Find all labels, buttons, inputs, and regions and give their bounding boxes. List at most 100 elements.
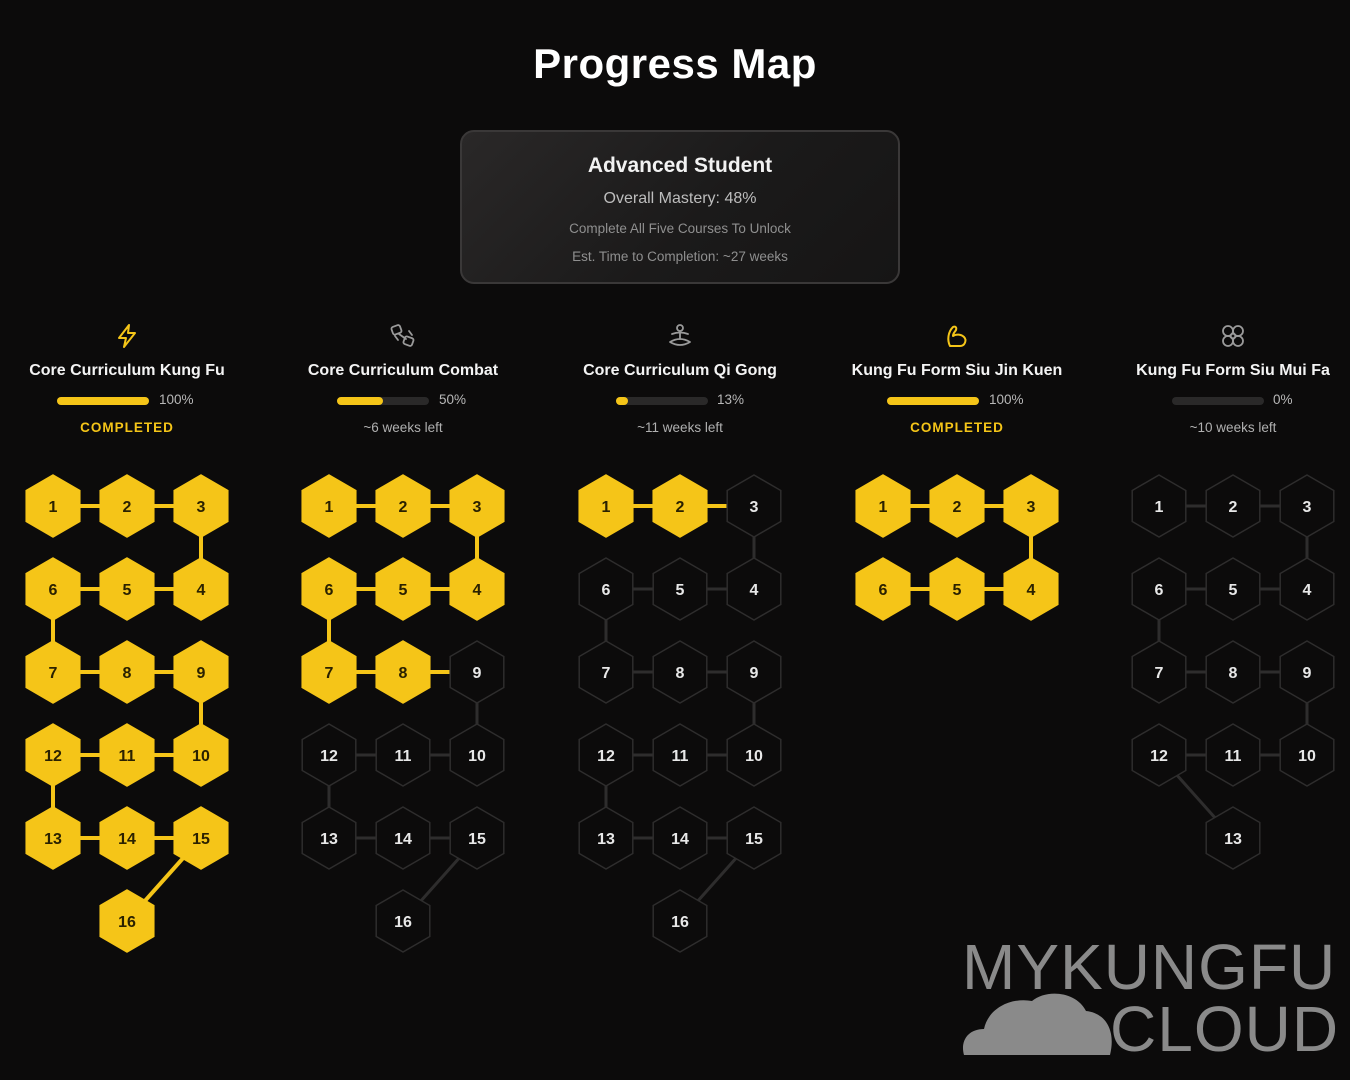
hexagon-shape	[1279, 723, 1335, 787]
course-status: COMPLETED	[80, 420, 174, 435]
lesson-node-15[interactable]: 15	[173, 806, 229, 870]
lesson-node-8[interactable]: 8	[1205, 640, 1261, 704]
lesson-node-3[interactable]: 3	[1003, 474, 1059, 538]
lesson-node-9[interactable]: 9	[449, 640, 505, 704]
lesson-node-14[interactable]: 14	[99, 806, 155, 870]
lesson-node-8[interactable]: 8	[652, 640, 708, 704]
hexagon-shape	[652, 723, 708, 787]
lesson-node-1[interactable]: 1	[578, 474, 634, 538]
lesson-number: 14	[118, 831, 136, 848]
lesson-node-10[interactable]: 10	[726, 723, 782, 787]
hexagon-shape	[99, 557, 155, 621]
hexagon-shape	[1279, 557, 1335, 621]
lesson-node-13[interactable]: 13	[25, 806, 81, 870]
lesson-node-11[interactable]: 11	[375, 723, 431, 787]
lesson-node-3[interactable]: 3	[726, 474, 782, 538]
lesson-node-9[interactable]: 9	[726, 640, 782, 704]
lesson-node-8[interactable]: 8	[99, 640, 155, 704]
lesson-node-16[interactable]: 16	[375, 889, 431, 953]
lesson-node-13[interactable]: 13	[578, 806, 634, 870]
lesson-node-5[interactable]: 5	[652, 557, 708, 621]
lesson-node-2[interactable]: 2	[929, 474, 985, 538]
lesson-node-1[interactable]: 1	[855, 474, 911, 538]
hexagon-shape	[25, 723, 81, 787]
lesson-node-1[interactable]: 1	[1131, 474, 1187, 538]
lesson-node-15[interactable]: 15	[449, 806, 505, 870]
lesson-node-3[interactable]: 3	[173, 474, 229, 538]
lesson-node-8[interactable]: 8	[375, 640, 431, 704]
lesson-node-10[interactable]: 10	[1279, 723, 1335, 787]
hexagon-shape	[1205, 640, 1261, 704]
hexagon-shape	[929, 557, 985, 621]
lesson-node-1[interactable]: 1	[25, 474, 81, 538]
lesson-node-4[interactable]: 4	[1279, 557, 1335, 621]
lesson-node-9[interactable]: 9	[1279, 640, 1335, 704]
lesson-node-6[interactable]: 6	[25, 557, 81, 621]
lesson-node-12[interactable]: 12	[578, 723, 634, 787]
lesson-node-2[interactable]: 2	[1205, 474, 1261, 538]
lesson-node-5[interactable]: 5	[1205, 557, 1261, 621]
lesson-node-7[interactable]: 7	[1131, 640, 1187, 704]
lesson-node-6[interactable]: 6	[1131, 557, 1187, 621]
progress-fill	[337, 397, 383, 405]
lesson-node-11[interactable]: 11	[652, 723, 708, 787]
lesson-number: 7	[325, 665, 334, 682]
lesson-node-6[interactable]: 6	[578, 557, 634, 621]
lesson-node-16[interactable]: 16	[99, 889, 155, 953]
lesson-node-7[interactable]: 7	[25, 640, 81, 704]
lesson-node-12[interactable]: 12	[1131, 723, 1187, 787]
course-title: Kung Fu Form Siu Mui Fa	[1136, 362, 1330, 379]
hexagon-shape	[25, 806, 81, 870]
lesson-node-4[interactable]: 4	[1003, 557, 1059, 621]
hexagon-shape	[99, 723, 155, 787]
lesson-node-5[interactable]: 5	[375, 557, 431, 621]
lesson-node-4[interactable]: 4	[173, 557, 229, 621]
flexed-arm-icon	[947, 325, 967, 347]
lesson-node-1[interactable]: 1	[301, 474, 357, 538]
lesson-node-6[interactable]: 6	[855, 557, 911, 621]
lesson-node-10[interactable]: 10	[449, 723, 505, 787]
lesson-node-5[interactable]: 5	[99, 557, 155, 621]
hexagon-shape	[1205, 723, 1261, 787]
lesson-node-2[interactable]: 2	[375, 474, 431, 538]
lesson-node-14[interactable]: 14	[375, 806, 431, 870]
lesson-number: 4	[1303, 582, 1312, 599]
lesson-node-3[interactable]: 3	[1279, 474, 1335, 538]
hexagon-shape	[99, 889, 155, 953]
lesson-node-7[interactable]: 7	[301, 640, 357, 704]
lesson-node-2[interactable]: 2	[652, 474, 708, 538]
hexagon-shape	[25, 557, 81, 621]
lesson-node-4[interactable]: 4	[726, 557, 782, 621]
lesson-number: 2	[123, 499, 132, 516]
lesson-number: 15	[468, 831, 486, 848]
lesson-node-11[interactable]: 11	[1205, 723, 1261, 787]
hexagon-shape	[25, 640, 81, 704]
lesson-node-3[interactable]: 3	[449, 474, 505, 538]
lesson-number: 2	[399, 499, 408, 516]
hexagon-shape	[726, 640, 782, 704]
lesson-node-9[interactable]: 9	[173, 640, 229, 704]
lesson-node-10[interactable]: 10	[173, 723, 229, 787]
lesson-node-16[interactable]: 16	[652, 889, 708, 953]
lesson-node-6[interactable]: 6	[301, 557, 357, 621]
lesson-node-13[interactable]: 13	[301, 806, 357, 870]
lesson-node-5[interactable]: 5	[929, 557, 985, 621]
hexagon-shape	[99, 640, 155, 704]
lesson-node-12[interactable]: 12	[301, 723, 357, 787]
course-title: Kung Fu Form Siu Jin Kuen	[851, 362, 1063, 379]
lesson-number: 3	[197, 499, 206, 516]
lesson-node-7[interactable]: 7	[578, 640, 634, 704]
lesson-node-2[interactable]: 2	[99, 474, 155, 538]
hexagon-shape	[578, 557, 634, 621]
lesson-node-11[interactable]: 11	[99, 723, 155, 787]
lesson-node-15[interactable]: 15	[726, 806, 782, 870]
lesson-map: 1 2 3 4 5 6	[855, 474, 1059, 621]
lesson-node-4[interactable]: 4	[449, 557, 505, 621]
lesson-node-13[interactable]: 13	[1205, 806, 1261, 870]
lesson-node-14[interactable]: 14	[652, 806, 708, 870]
lesson-node-12[interactable]: 12	[25, 723, 81, 787]
hexagon-shape	[578, 723, 634, 787]
